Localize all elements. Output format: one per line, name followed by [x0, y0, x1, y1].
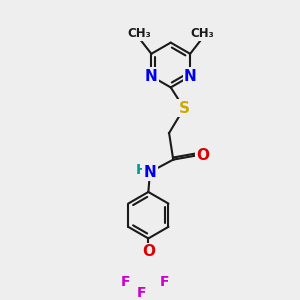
Text: N: N — [184, 69, 197, 84]
Text: O: O — [196, 148, 209, 163]
Text: N: N — [144, 165, 156, 180]
Text: CH₃: CH₃ — [190, 27, 214, 40]
Text: N: N — [145, 69, 158, 84]
Text: O: O — [142, 244, 155, 259]
Text: S: S — [178, 101, 190, 116]
Text: F: F — [121, 274, 131, 289]
Text: H: H — [136, 164, 148, 177]
Text: F: F — [159, 274, 169, 289]
Text: F: F — [137, 286, 146, 300]
Text: CH₃: CH₃ — [128, 27, 152, 40]
